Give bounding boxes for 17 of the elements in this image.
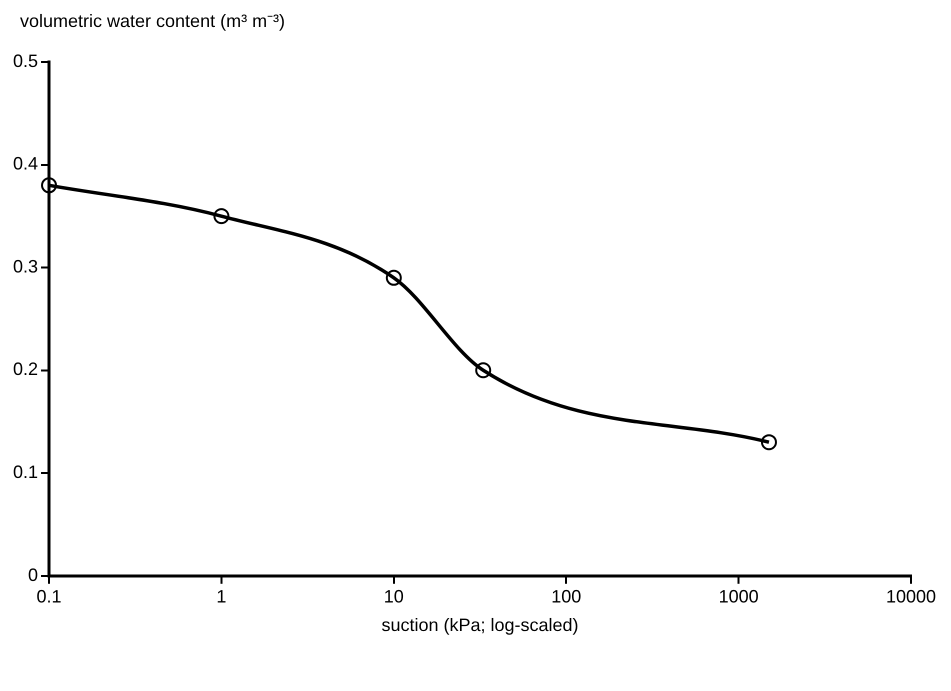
y-tick-label: 0.3 (12, 256, 38, 276)
y-tick-label: 0.2 (12, 359, 38, 380)
y-tick-label: 0.1 (12, 462, 38, 482)
point (386, 270, 402, 286)
x-tick-label: 10000 (886, 586, 936, 607)
x-tick-label: 100 (551, 586, 582, 607)
x-tick-label: 10 (384, 586, 404, 607)
y-axis-title: volumetric water content (m³ m⁻³) (20, 10, 286, 32)
x-tick-label: 1000 (718, 586, 759, 607)
x-tick-label: 1 (216, 586, 226, 607)
x-tick-label: 0.1 (36, 586, 62, 607)
point (41, 177, 58, 194)
y-tick-label: 0.4 (12, 154, 38, 174)
x-axis-title: suction (kPa; log-scaled) (381, 615, 579, 636)
y-tick-label: 0.5 (12, 50, 38, 71)
y-tick-label: 0 (28, 564, 38, 585)
point (213, 208, 230, 224)
